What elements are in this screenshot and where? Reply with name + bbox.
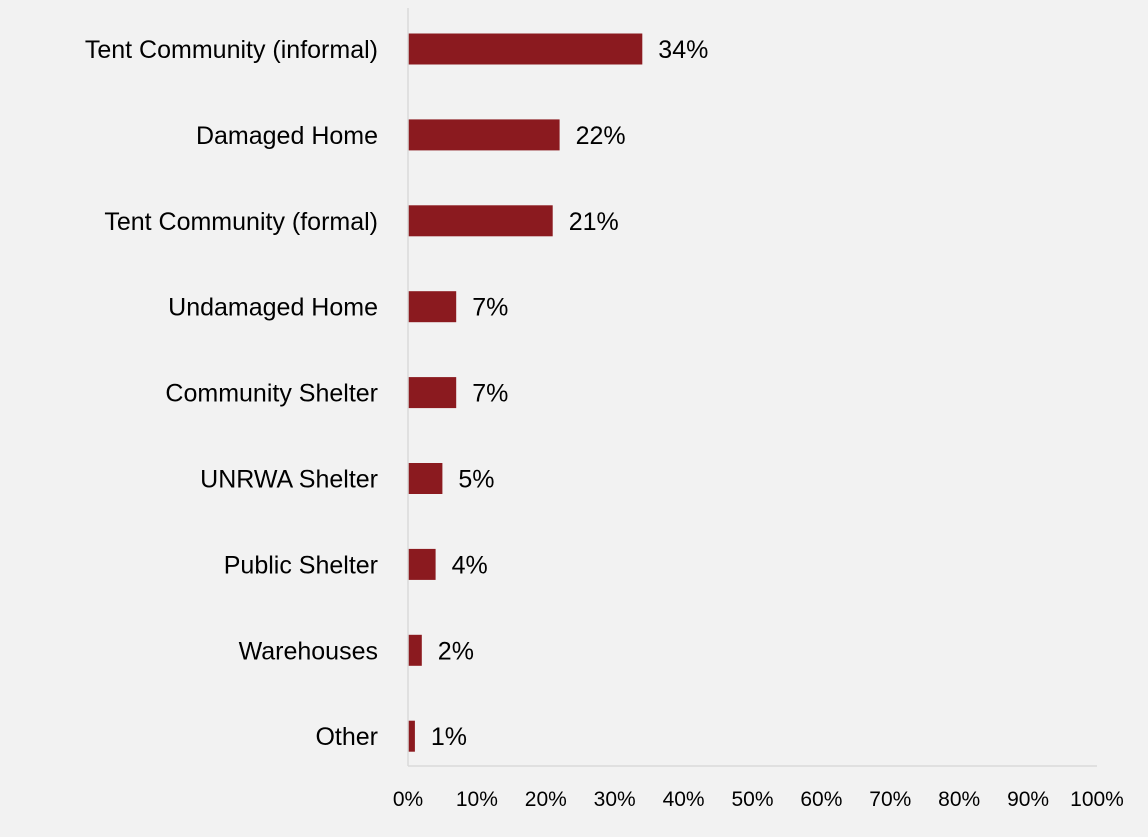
value-label: 7% <box>472 294 508 322</box>
x-tick-label: 10% <box>456 788 498 811</box>
value-label: 34% <box>658 36 708 64</box>
bar <box>408 463 443 494</box>
bar <box>408 205 553 237</box>
x-tick-label: 30% <box>594 788 636 811</box>
bars-group <box>408 33 643 752</box>
x-tick-label: 100% <box>1070 788 1124 811</box>
bar <box>408 33 643 65</box>
category-label: Tent Community (informal) <box>85 36 378 64</box>
x-tick-label: 50% <box>731 788 773 811</box>
category-label: Other <box>315 723 378 751</box>
category-label: UNRWA Shelter <box>200 466 378 494</box>
value-label: 21% <box>569 208 619 236</box>
bar <box>408 548 436 580</box>
x-tick-label: 70% <box>869 788 911 811</box>
category-label: Tent Community (formal) <box>104 208 378 236</box>
bar <box>408 377 457 409</box>
category-label: Undamaged Home <box>168 294 378 322</box>
bar <box>408 291 457 323</box>
bar <box>408 634 422 666</box>
x-tick-label: 40% <box>663 788 705 811</box>
value-label: 5% <box>458 466 494 494</box>
category-label: Damaged Home <box>196 122 378 150</box>
category-label: Community Shelter <box>165 380 378 408</box>
value-label: 7% <box>472 380 508 408</box>
x-tick-label: 90% <box>1007 788 1049 811</box>
value-label: 4% <box>452 551 488 579</box>
x-tick-label: 0% <box>393 788 423 811</box>
value-label: 1% <box>431 723 467 751</box>
category-label: Public Shelter <box>224 551 378 579</box>
x-tick-label: 60% <box>800 788 842 811</box>
x-tick-labels-group: 0% 10% 20% 30% 40% 50% 60% 70% 80% 90% 100% <box>393 788 1124 811</box>
category-labels-group: Tent Community (informal) Damaged Home Ten… <box>85 36 378 751</box>
bar <box>408 119 560 151</box>
category-label: Warehouses <box>239 637 378 665</box>
x-tick-label: 20% <box>525 788 567 811</box>
value-labels-group: 34% 22% 21% 7% 7% 5% 4% 2% 1% <box>431 36 708 751</box>
value-label: 22% <box>576 122 626 150</box>
value-label: 2% <box>438 637 474 665</box>
bar <box>408 720 415 752</box>
x-tick-label: 80% <box>938 788 980 811</box>
